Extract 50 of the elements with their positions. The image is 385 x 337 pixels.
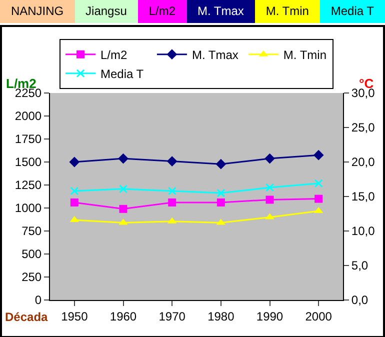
point: [119, 184, 128, 194]
legend-label: M. Tmax: [192, 48, 238, 62]
y-tick-label: 750: [22, 224, 42, 238]
y-tick-label: 250: [22, 270, 42, 284]
point: [313, 150, 324, 160]
x-tick-label: 1950: [61, 309, 88, 324]
point: [168, 186, 176, 196]
text: Media T: [320, 0, 385, 23]
y2-tick-label: 5,0: [351, 258, 368, 273]
y-tick-label: 1500: [14, 155, 42, 170]
point: [216, 188, 226, 198]
x-tick-label: 1960: [110, 309, 137, 324]
text: Jiangsu: [74, 0, 138, 23]
legend-label: M. Tmin: [283, 48, 327, 62]
y-tick-label: 500: [22, 247, 42, 262]
point: [314, 179, 323, 188]
point: [264, 153, 275, 164]
y2-tick-label: 0,0: [351, 293, 368, 308]
y2-tick-label: 25,0: [351, 120, 376, 135]
point: [69, 156, 80, 168]
legend-label: Media T: [100, 67, 144, 82]
text: L/m2: [138, 0, 186, 23]
point: [70, 198, 78, 206]
y2-tick-label: 15,0: [351, 190, 376, 204]
y-tick-label: 1250: [14, 178, 42, 192]
x-axis-title: Década: [5, 310, 48, 324]
y-tick-label: 1750: [14, 132, 42, 146]
x-tick-label: 1980: [208, 309, 235, 324]
text: M. Tmax: [186, 0, 255, 23]
point: [266, 183, 274, 192]
point: [266, 196, 274, 204]
x-tick-label: 2000: [305, 309, 332, 324]
point: [168, 198, 176, 206]
point: [70, 186, 79, 196]
y-tick-label: 2000: [14, 109, 42, 124]
point: [166, 156, 178, 167]
point: [216, 198, 225, 206]
legend-label: L/m2: [100, 48, 128, 62]
x-tick-label: 1970: [158, 309, 186, 324]
text: NANJING: [0, 0, 75, 23]
y2-tick-label: 10,0: [351, 224, 376, 238]
point: [119, 204, 128, 213]
x-tick-label: 1990: [256, 309, 284, 324]
point: [314, 194, 323, 203]
y-tick-label: 0: [34, 293, 42, 308]
text: M. Tmin: [254, 0, 320, 23]
point: [216, 158, 226, 170]
point: [118, 153, 128, 164]
y2-tick-label: 20,0: [351, 155, 376, 170]
y-tick-label: 1000: [14, 201, 42, 216]
